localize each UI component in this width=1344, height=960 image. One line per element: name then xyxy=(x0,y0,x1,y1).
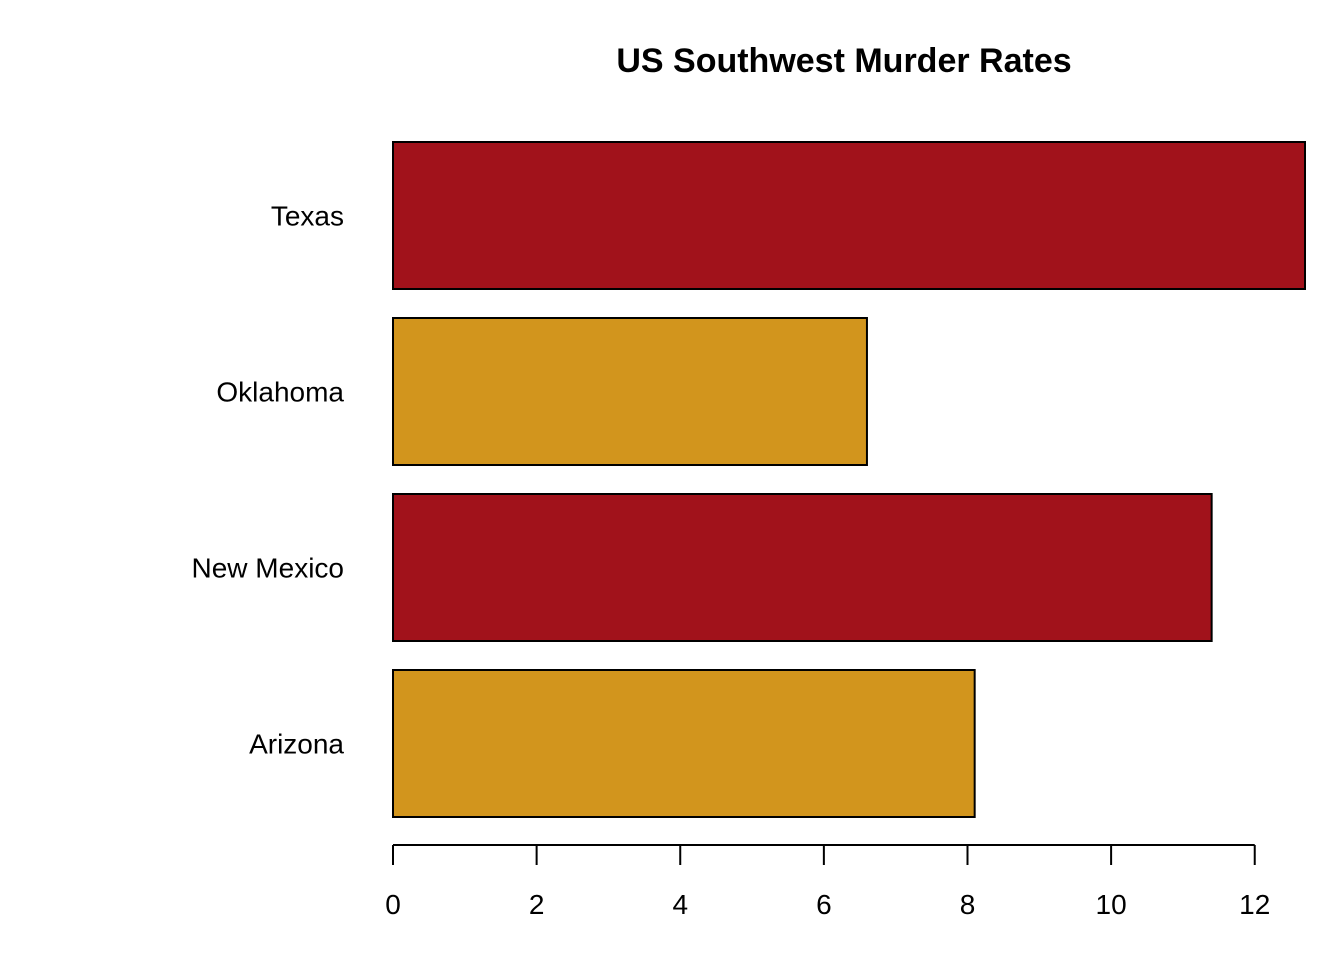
chart-title: US Southwest Murder Rates xyxy=(616,42,1071,80)
bars-group xyxy=(392,141,1306,818)
bar-texas xyxy=(392,141,1306,290)
x-tick-label-6: 6 xyxy=(816,889,832,920)
category-label-oklahoma: Oklahoma xyxy=(216,377,344,408)
category-label-arizona: Arizona xyxy=(249,729,344,760)
bar-oklahoma xyxy=(392,317,868,466)
x-tick-label-2: 2 xyxy=(529,889,545,920)
bar-arizona xyxy=(392,669,976,818)
x-tick-label-12: 12 xyxy=(1239,889,1270,920)
category-labels: Arizona New Mexico Oklahoma Texas xyxy=(192,201,345,760)
x-tick-label-10: 10 xyxy=(1096,889,1127,920)
bar-new-mexico xyxy=(392,493,1213,642)
x-axis: 0 2 4 6 8 10 12 xyxy=(385,844,1270,920)
x-tick-label-0: 0 xyxy=(385,889,401,920)
category-label-new-mexico: New Mexico xyxy=(192,553,344,584)
x-tick-label-8: 8 xyxy=(960,889,976,920)
x-tick-label-4: 4 xyxy=(672,889,688,920)
category-label-texas: Texas xyxy=(271,201,344,232)
